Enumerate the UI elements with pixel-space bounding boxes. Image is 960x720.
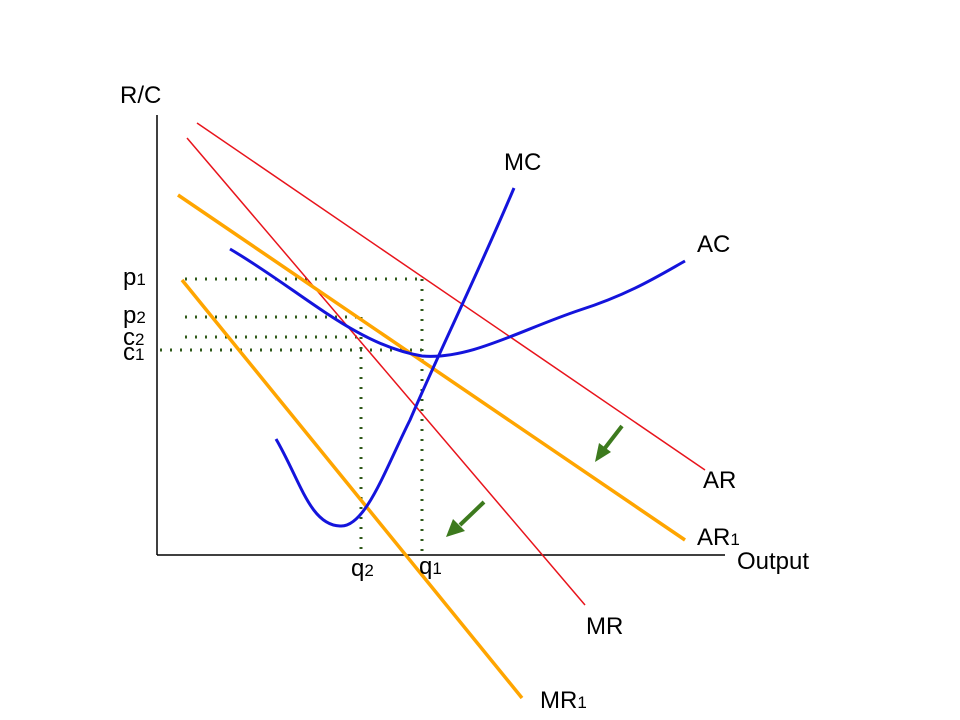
- c1-label: c1: [123, 339, 144, 366]
- ar-curve: [196, 122, 706, 471]
- mc-label: MC: [504, 149, 541, 176]
- shift-arrows: [446, 424, 624, 537]
- mr-curve: [186, 137, 586, 606]
- p1-label: p1: [123, 264, 146, 291]
- q1-label: q1: [419, 553, 442, 580]
- mr-label: MR: [586, 613, 623, 640]
- ar1-label: AR1: [697, 524, 740, 551]
- arrow-mr-shift: [446, 500, 486, 537]
- mr1-label: MR1: [540, 687, 587, 714]
- guide-lines: [160, 277, 424, 552]
- ar-label: AR: [703, 467, 736, 494]
- x-axis-label: Output: [737, 548, 809, 575]
- mc-curve: [274, 187, 516, 528]
- mr1-curve: [180, 278, 524, 700]
- arrow-ar-shift: [595, 424, 624, 462]
- p2-label: p2: [123, 302, 146, 329]
- ar1-curve: [177, 193, 686, 542]
- ac-label: AC: [697, 231, 730, 258]
- q2-label: q2: [351, 555, 374, 582]
- ac-curve: [229, 247, 686, 358]
- c2-label: c2: [123, 324, 144, 351]
- y-axis-label: R/C: [120, 82, 161, 109]
